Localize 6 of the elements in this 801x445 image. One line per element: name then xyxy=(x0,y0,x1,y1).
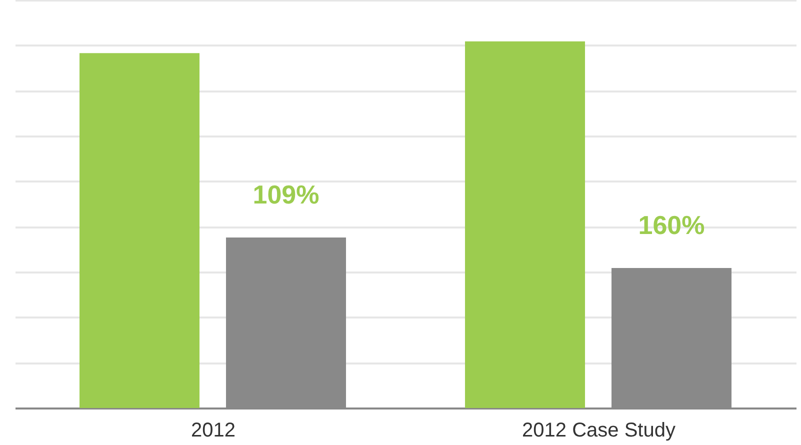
bar xyxy=(80,53,200,408)
x-tick-label: 2012 xyxy=(191,420,236,442)
x-tick-label: 2012 Case Study xyxy=(522,420,676,442)
bar xyxy=(465,41,586,408)
annotation: 160% xyxy=(638,210,705,240)
annotation: 109% xyxy=(252,180,320,210)
